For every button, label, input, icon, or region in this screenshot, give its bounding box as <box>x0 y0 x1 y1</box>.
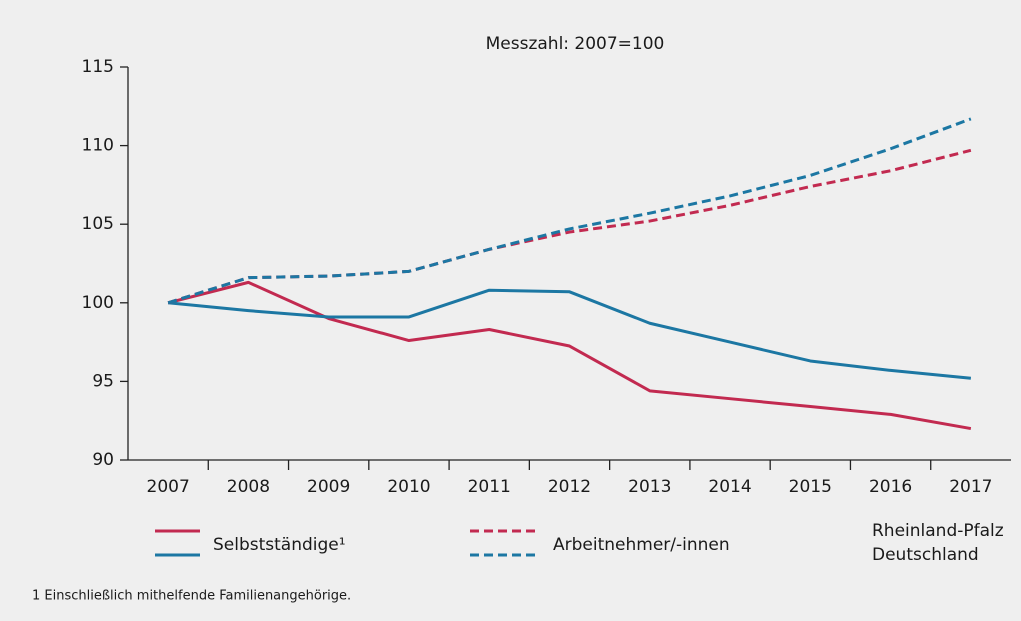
x-tick-label: 2010 <box>387 477 430 497</box>
y-tick-label: 115 <box>82 57 114 77</box>
line-series <box>167 148 972 305</box>
chart-title: Messzahl: 2007=100 <box>486 34 665 54</box>
x-tick-label: 2011 <box>468 477 511 497</box>
footnote: 1 Einschließlich mithelfende Familienang… <box>32 589 351 604</box>
legend-label: Arbeitnehmer/-innen <box>553 535 730 555</box>
x-tick-label: 2012 <box>548 477 591 497</box>
y-tick-label: 90 <box>92 450 114 470</box>
legend-label: Selbstständige¹ <box>213 535 346 555</box>
y-tick-label: 95 <box>92 371 114 391</box>
x-tick-label: 2017 <box>949 477 992 497</box>
y-tick-label: 105 <box>82 214 114 234</box>
line-series <box>167 280 972 431</box>
y-tick-label: 100 <box>82 293 114 313</box>
legend-region: Deutschland <box>872 545 979 565</box>
x-tick-label: 2009 <box>307 477 350 497</box>
x-tick-label: 2007 <box>147 477 190 497</box>
x-tick-label: 2016 <box>869 477 912 497</box>
line-series <box>167 288 972 380</box>
x-tick-label: 2008 <box>227 477 270 497</box>
x-tick-label: 2015 <box>789 477 832 497</box>
legend-region: Rheinland-Pfalz <box>872 521 1004 541</box>
x-tick-label: 2013 <box>628 477 671 497</box>
y-tick-label: 110 <box>82 136 114 156</box>
line-series <box>167 117 972 305</box>
x-tick-label: 2014 <box>708 477 751 497</box>
